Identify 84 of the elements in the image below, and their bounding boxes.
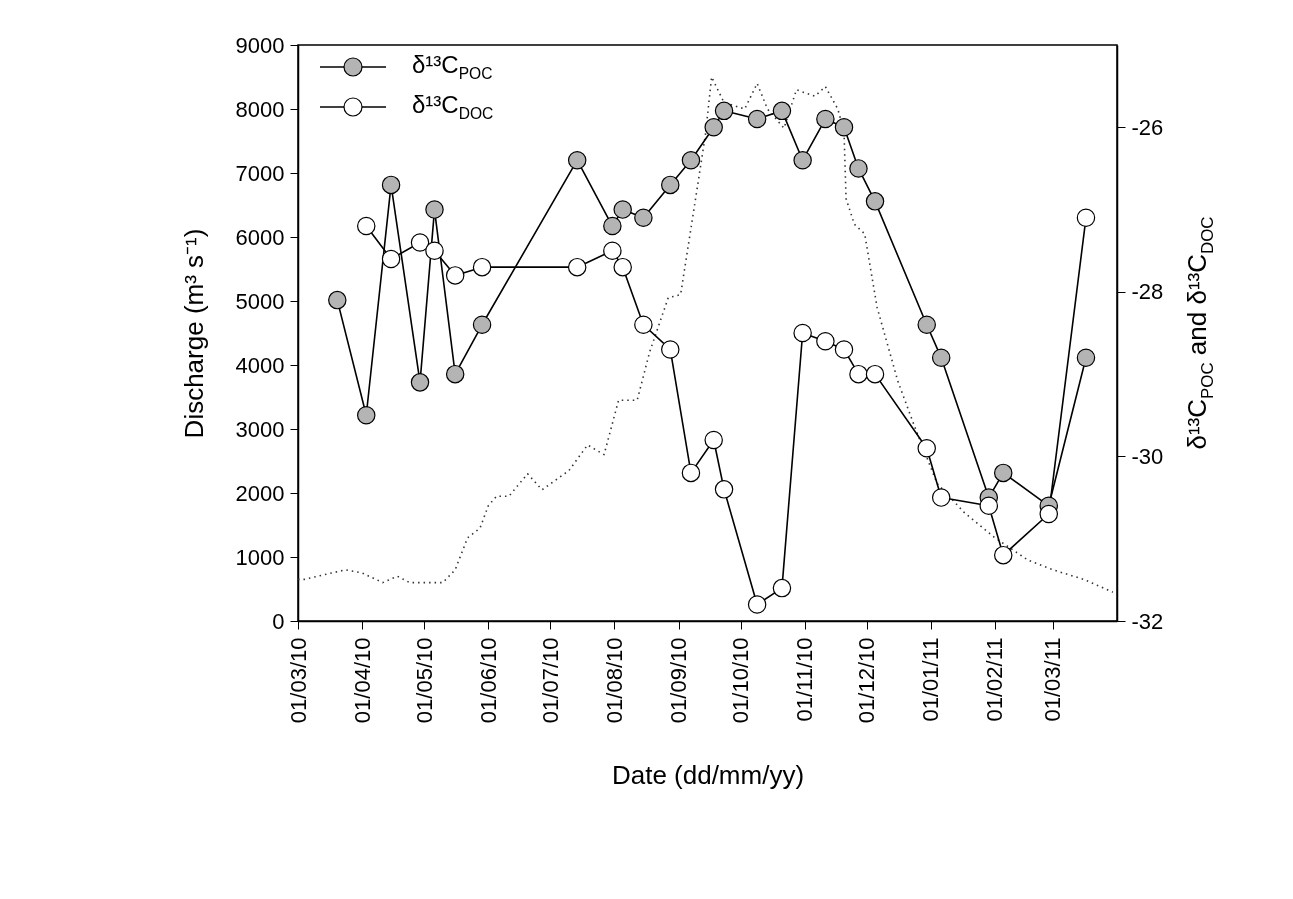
point xyxy=(681,150,701,170)
point xyxy=(1076,208,1096,228)
x-tick-label: 01/12/10 xyxy=(854,637,880,724)
x-tick-label: 01/05/10 xyxy=(411,637,437,724)
legend-label: δ¹³C$_{DOC}$ xyxy=(412,91,494,123)
point xyxy=(993,463,1013,483)
y-tick-label: 1000 xyxy=(235,544,285,570)
x-axis-title: Date (dd/mm/yy) xyxy=(611,760,805,791)
y2-tick-label: -30 xyxy=(1131,443,1164,469)
x-tick-label: 01/03/11 xyxy=(1040,637,1066,722)
point xyxy=(849,364,868,384)
x-tick-label: 01/11/10 xyxy=(792,637,818,722)
point xyxy=(381,249,401,269)
point xyxy=(356,406,376,425)
x-tick-label: 01/01/11 xyxy=(918,637,944,722)
y-tick-label: 4000 xyxy=(235,352,285,378)
point xyxy=(816,109,835,129)
point xyxy=(772,578,792,598)
x-tick-label: 01/02/11 xyxy=(982,637,1008,722)
point xyxy=(472,315,492,335)
point xyxy=(603,216,622,236)
y-tick-label: 3000 xyxy=(235,416,285,442)
y-tick-label: 5000 xyxy=(235,288,285,314)
y-tick-label: 8000 xyxy=(235,96,285,122)
x-tick-label: 01/07/10 xyxy=(537,637,563,724)
x-tick-label: 01/04/10 xyxy=(349,637,375,724)
point xyxy=(704,118,723,137)
point xyxy=(849,159,868,178)
point xyxy=(714,101,734,121)
point xyxy=(410,373,430,392)
point xyxy=(613,257,632,277)
point xyxy=(661,340,680,359)
x-tick-label: 01/09/10 xyxy=(666,637,692,724)
y-tick-label: 9000 xyxy=(235,32,285,58)
y2-tick-label: -32 xyxy=(1131,608,1164,634)
legend-label: δ¹³C$_{POC}$ xyxy=(412,51,493,83)
y2-tick-label: -26 xyxy=(1131,114,1164,140)
y-tick-label: 2000 xyxy=(235,480,285,506)
point xyxy=(979,496,999,516)
point xyxy=(714,480,734,499)
x-tick-label: 01/08/10 xyxy=(601,637,627,724)
point xyxy=(445,364,465,384)
point xyxy=(328,290,347,310)
point xyxy=(381,175,401,195)
point xyxy=(772,101,792,121)
point xyxy=(834,118,854,137)
point xyxy=(472,257,492,277)
point xyxy=(681,463,701,483)
point xyxy=(793,150,812,170)
point xyxy=(816,331,835,351)
point xyxy=(747,109,767,129)
y2-tick-label: -28 xyxy=(1131,279,1164,305)
point xyxy=(917,438,936,458)
y-tick-label: 6000 xyxy=(235,224,285,250)
point xyxy=(613,200,632,219)
point xyxy=(993,545,1013,565)
point xyxy=(410,233,430,252)
point xyxy=(793,323,812,343)
point xyxy=(747,595,767,614)
y-tick-label: 0 xyxy=(272,608,285,634)
x-tick-label: 01/10/10 xyxy=(728,637,754,724)
point xyxy=(1076,348,1096,367)
point xyxy=(865,364,885,384)
y-axis-title: Discharge (m³ s⁻¹) xyxy=(178,228,209,439)
point xyxy=(704,430,723,450)
x-tick-label: 01/03/10 xyxy=(285,637,311,724)
point xyxy=(1039,504,1059,524)
point xyxy=(634,315,653,335)
point xyxy=(834,340,854,359)
y-tick-label: 7000 xyxy=(235,160,285,186)
point xyxy=(567,150,587,170)
point xyxy=(567,257,587,277)
point xyxy=(661,175,680,195)
point xyxy=(931,488,951,507)
point xyxy=(425,200,444,219)
point xyxy=(356,216,376,236)
point xyxy=(634,208,653,228)
point xyxy=(445,266,465,285)
point xyxy=(425,241,444,260)
point xyxy=(865,192,885,211)
point xyxy=(603,241,622,260)
point xyxy=(917,315,936,335)
point xyxy=(931,348,951,367)
x-tick-label: 01/06/10 xyxy=(475,637,501,724)
